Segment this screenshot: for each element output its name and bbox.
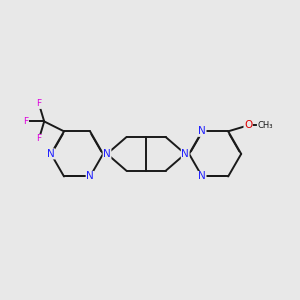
- Text: F: F: [36, 134, 41, 143]
- Text: N: N: [181, 149, 189, 159]
- Text: N: N: [47, 149, 55, 159]
- Text: O: O: [244, 120, 252, 130]
- Text: N: N: [198, 172, 206, 182]
- Text: N: N: [103, 149, 111, 159]
- Text: N: N: [198, 126, 206, 136]
- Text: F: F: [36, 100, 41, 109]
- Text: CH₃: CH₃: [257, 121, 273, 130]
- Text: N: N: [86, 172, 94, 182]
- Text: F: F: [23, 117, 28, 126]
